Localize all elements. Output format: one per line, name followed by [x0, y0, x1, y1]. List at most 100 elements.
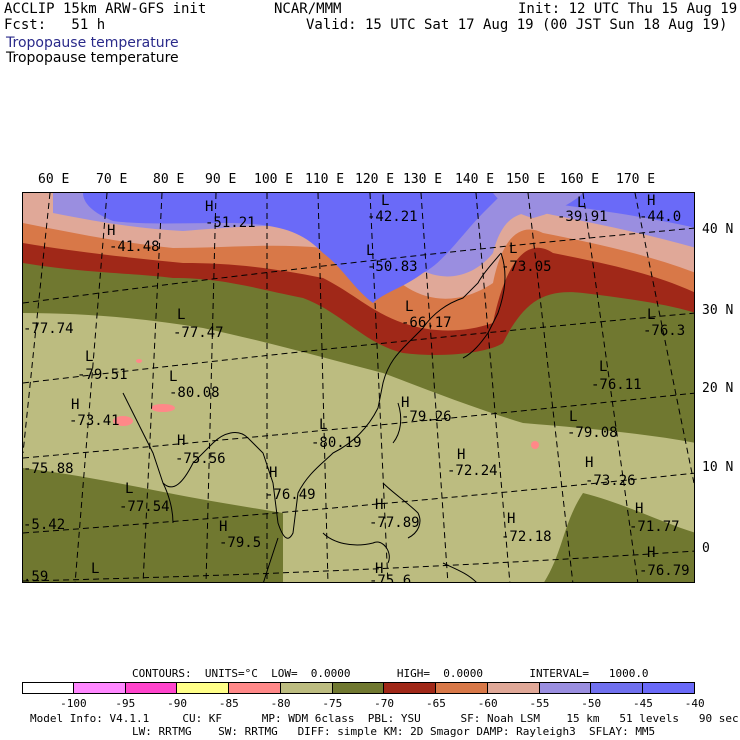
lat-label: 30 N	[702, 303, 734, 318]
lon-label: 160 E	[560, 172, 600, 187]
marker-value: -76.11	[591, 377, 642, 393]
lon-label: 130 E	[403, 172, 443, 187]
marker-type: L	[319, 417, 327, 433]
marker-value: -80.19	[311, 435, 362, 451]
forecast-hour: Fcst: 51 h	[4, 17, 106, 33]
marker-value: -73.05	[501, 259, 552, 275]
marker-value: -76.79	[639, 563, 690, 579]
colorbar-tick-label: -40	[684, 697, 705, 710]
shade-lavender-2	[493, 193, 583, 218]
colorbar-cell	[22, 682, 74, 694]
marker-type: H	[585, 455, 593, 471]
lon-label: 60 E	[38, 172, 70, 187]
colorbar-cell	[539, 682, 592, 694]
marker-value: -71.77	[629, 519, 680, 535]
colorbar-tick-label: -95	[115, 697, 136, 710]
marker-value: -75.88	[23, 461, 74, 477]
marker-value: -77.89	[369, 515, 420, 531]
marker-type: H	[635, 501, 643, 517]
physics-info: LW: RRTMG SW: RRTMG DIFF: simple KM: 2D …	[132, 725, 656, 738]
marker-type: L	[509, 241, 517, 257]
field-title-black: Tropopause temperature	[6, 50, 179, 66]
lon-label: 80 E	[153, 172, 185, 187]
marker-value: -44.0	[639, 209, 681, 225]
marker-value: -76.49	[265, 487, 316, 503]
marker-value: -5.42	[23, 517, 65, 533]
marker-type: H	[177, 433, 185, 449]
marker-value: -50.83	[367, 259, 418, 275]
model-title: ACCLIP 15km ARW-GFS init	[4, 1, 207, 17]
lon-label: 90 E	[205, 172, 237, 187]
marker-type: L	[569, 409, 577, 425]
colorbar-cell	[229, 682, 281, 694]
lon-label: 110 E	[305, 172, 345, 187]
lon-label: 70 E	[96, 172, 128, 187]
colorbar-tick-label: -70	[374, 697, 395, 710]
marker-value: .59	[23, 569, 48, 583]
map-panel: H -41.48 H -51.21 L -42.21 L -50.83 L -3…	[22, 192, 695, 583]
source-label: NCAR/MMM	[274, 1, 342, 17]
marker-type: L	[177, 307, 185, 323]
marker-value: -72.18	[501, 529, 552, 545]
marker-value: -73.26	[585, 473, 636, 489]
shade-salmon-2	[151, 404, 175, 412]
marker-value: -73.41	[69, 413, 120, 429]
colorbar-tick-label: -80	[270, 697, 291, 710]
marker-type: L	[366, 243, 374, 259]
colorbar-tick-label: -60	[477, 697, 498, 710]
tropopause-map: H -41.48 H -51.21 L -42.21 L -50.83 L -3…	[23, 193, 694, 583]
shade-salmon-4	[136, 359, 142, 363]
marker-type: H	[205, 199, 213, 215]
lat-label: 0	[702, 541, 710, 556]
marker-value: -77.47	[173, 325, 224, 341]
lat-label: 20 N	[702, 381, 734, 396]
marker-type: H	[269, 465, 277, 481]
marker-value: -51.21	[205, 215, 256, 231]
marker-type: H	[457, 447, 465, 463]
marker-type: H	[647, 545, 655, 561]
colorbar-cell	[591, 682, 644, 694]
model-info: Model Info: V4.1.1 CU: KF MP: WDM 6class…	[30, 712, 739, 725]
colorbar-tick-label: -75	[322, 697, 343, 710]
marker-type: H	[375, 561, 383, 577]
marker-labels: H -41.48 H -51.21 L -42.21 L -50.83 L -3…	[23, 193, 690, 583]
colorbar-frame	[22, 682, 695, 694]
marker-value: -79.08	[567, 425, 618, 441]
colorbar-cell	[125, 682, 178, 694]
shade-salmon-3	[531, 441, 539, 449]
marker-value: -77.74	[23, 321, 74, 337]
marker-type: L	[577, 195, 585, 211]
colorbar-tick-label: -85	[218, 697, 239, 710]
marker-value: -76.3	[643, 323, 685, 339]
lon-grid	[23, 193, 694, 582]
coastlines	[122, 252, 506, 582]
colorbar-tick-label: -100	[60, 697, 87, 710]
lat-label: 10 N	[702, 460, 734, 475]
colorbar-tick-label: -50	[581, 697, 602, 710]
colorbar-cell	[177, 682, 230, 694]
colorbar-tick-label: -90	[167, 697, 187, 710]
marker-type: L	[647, 307, 655, 323]
marker-value: -75.56	[175, 451, 226, 467]
shade-dark-olive-se	[544, 493, 694, 582]
valid-time: Valid: 15 UTC Sat 17 Aug 19 (00 JST Sun …	[306, 17, 728, 33]
lon-label: 120 E	[355, 172, 395, 187]
marker-value: -41.48	[109, 239, 160, 255]
colorbar-cell	[332, 682, 385, 694]
marker-type: H	[219, 519, 227, 535]
marker-value: -72.24	[447, 463, 498, 479]
marker-type: L	[169, 369, 177, 385]
marker-type: H	[71, 397, 79, 413]
marker-type: H	[507, 511, 515, 527]
colorbar-cell	[280, 682, 333, 694]
lat-label: 40 N	[702, 222, 734, 237]
marker-type: H	[107, 223, 115, 239]
marker-type: L	[125, 481, 133, 497]
field-title-blue: Tropopause temperature	[6, 35, 179, 51]
marker-value: -75.6	[369, 573, 411, 583]
lon-label: 100 E	[254, 172, 294, 187]
marker-value: -66.17	[401, 315, 452, 331]
marker-type: H	[647, 193, 655, 209]
lon-label: 150 E	[506, 172, 546, 187]
marker-type: L	[381, 193, 389, 209]
